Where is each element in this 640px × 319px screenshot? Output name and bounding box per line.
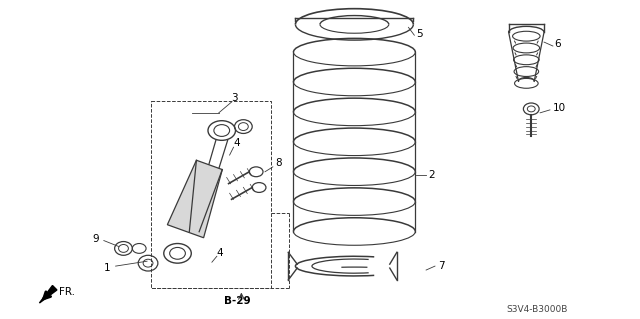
Text: S3V4-B3000B: S3V4-B3000B [507, 305, 568, 314]
Text: B-29: B-29 [224, 295, 250, 306]
Text: 7: 7 [438, 261, 445, 271]
Text: 1: 1 [104, 263, 111, 273]
Text: FR.: FR. [59, 287, 75, 297]
Text: 4: 4 [217, 248, 223, 258]
Text: 10: 10 [553, 103, 566, 113]
Bar [151, 101, 271, 288]
Text: 2: 2 [428, 170, 435, 180]
Text: 6: 6 [554, 39, 561, 49]
Text: 9: 9 [92, 234, 99, 244]
Text: 8: 8 [275, 158, 282, 168]
Text: 5: 5 [416, 29, 423, 39]
Text: 4: 4 [234, 138, 240, 148]
Polygon shape [168, 160, 222, 238]
Text: 3: 3 [232, 93, 238, 103]
Polygon shape [40, 286, 57, 303]
